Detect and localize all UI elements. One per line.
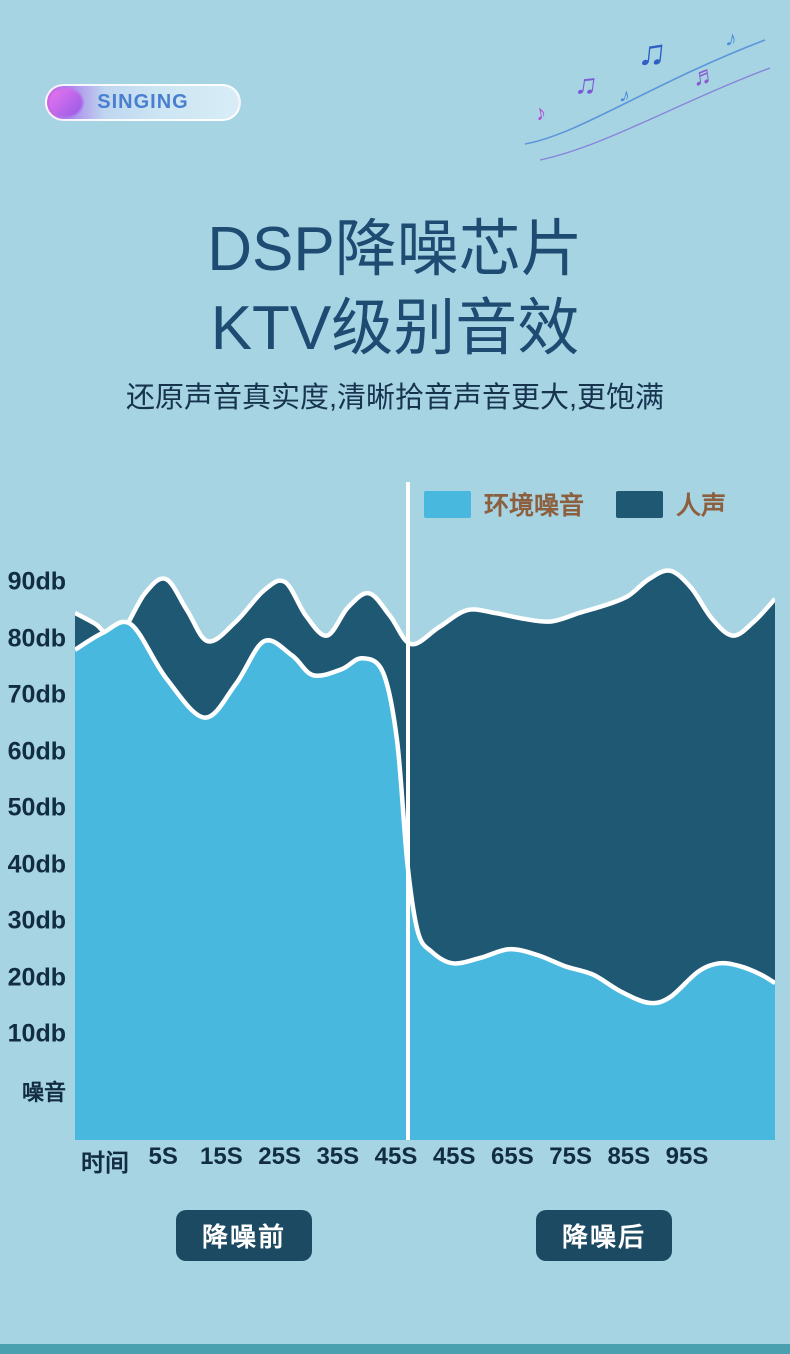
before-noise-reduction-label: 降噪前: [176, 1210, 313, 1261]
badge-label: SINGING: [97, 91, 189, 113]
x-tick-label: 35S: [316, 1143, 360, 1170]
x-tick-label: 65S: [491, 1143, 534, 1170]
x-tick-label: 时间: [81, 1150, 129, 1177]
page-title-line2: KTV级别音效: [210, 294, 580, 363]
bottom-strip: [0, 1344, 790, 1354]
page-title-line1: DSP降噪芯片: [207, 215, 583, 284]
singing-badge: SINGING: [45, 84, 241, 121]
noise-area-chart: [75, 568, 775, 1140]
music-note-icon: ♬: [690, 58, 720, 92]
y-tick-label: 70db: [7, 680, 66, 709]
y-tick-label: 50db: [7, 793, 66, 822]
x-tick-label: 5S: [148, 1143, 178, 1170]
x-tick-label: 75S: [549, 1143, 592, 1170]
y-axis-labels: 90db 80db 70db 60db 50db 40db 30db 20db 10db 噪音: [0, 565, 66, 1145]
y-tick-label: 噪音: [21, 1079, 66, 1105]
y-tick-label: 90db: [7, 567, 66, 596]
y-tick-label: 30db: [7, 906, 66, 935]
after-noise-reduction-label: 降噪后: [536, 1210, 673, 1261]
x-tick-label: 25S: [258, 1143, 301, 1170]
y-tick-label: 40db: [7, 850, 66, 878]
x-tick-label: 15S: [200, 1143, 243, 1170]
music-notes-decoration: ♪ ♫ ♪ ♫ ♬ ♪: [520, 22, 775, 172]
x-tick-label: 85S: [607, 1143, 651, 1170]
before-after-divider: [406, 482, 411, 1140]
legend-label-voice: 人声: [676, 492, 727, 520]
music-curves-icon: [524, 39, 771, 161]
y-tick-label: 80db: [7, 624, 66, 652]
music-note-icon: ♫: [572, 66, 600, 103]
badge-gradient-cap-icon: [49, 88, 83, 117]
page-subtitle: 还原声音真实度,清晰拾音声音更大,更饱满: [125, 382, 665, 414]
y-tick-label: 10db: [7, 1019, 66, 1048]
y-tick-label: 20db: [7, 963, 66, 991]
legend-label-noise: 环境噪音: [484, 492, 585, 520]
y-tick-label: 60db: [7, 737, 66, 765]
x-tick-label: 95S: [665, 1143, 709, 1170]
legend-swatch-noise: [424, 490, 471, 518]
chart-legend: 环境噪音 人声: [424, 486, 726, 522]
music-note-icon: ♫: [635, 30, 669, 76]
x-axis-labels: 时间 5S 15S 25S 35S 45S 45S 65S 75S 85S 95S: [75, 1143, 775, 1177]
x-tick-label: 45S: [374, 1143, 418, 1170]
legend-swatch-voice: [616, 490, 664, 518]
x-tick-label: 45S: [432, 1143, 476, 1170]
